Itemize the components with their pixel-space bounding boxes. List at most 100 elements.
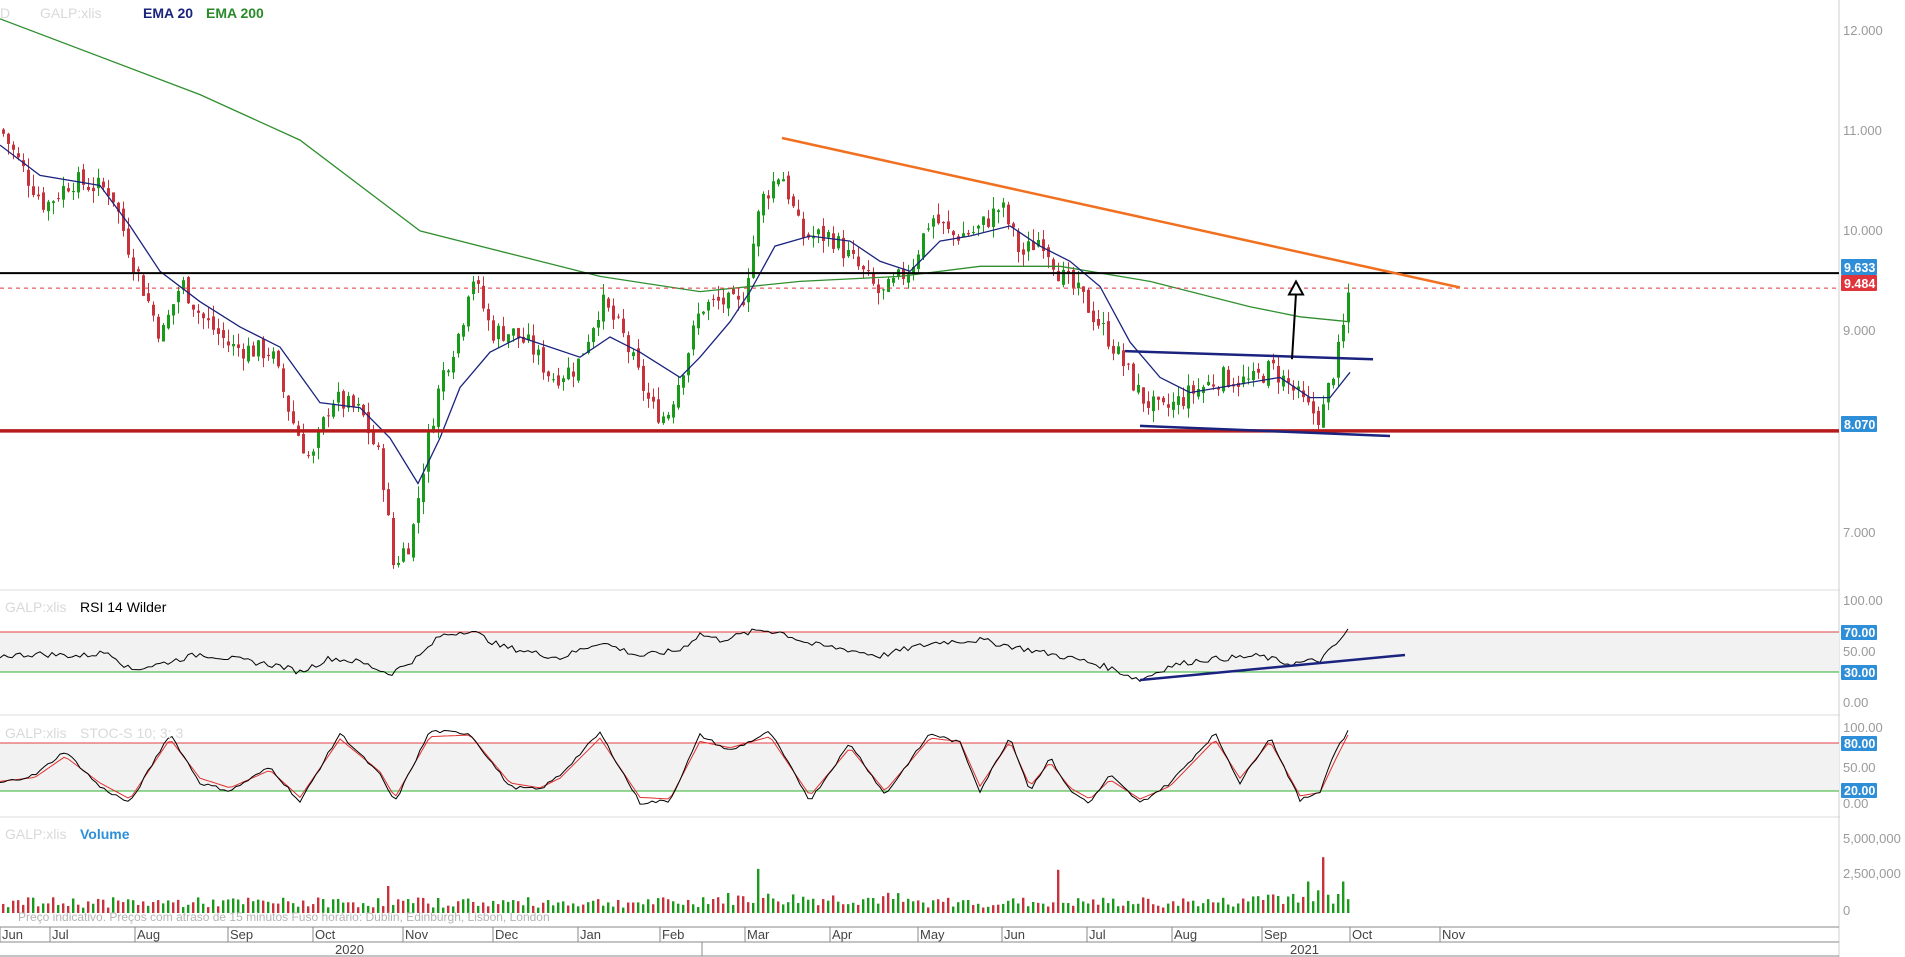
volume-bar — [792, 894, 795, 913]
volume-bar — [1017, 903, 1020, 913]
candle-body — [462, 325, 465, 337]
volume-bar — [1262, 900, 1265, 913]
legend-symbol-fragment: D — [0, 5, 10, 21]
candle-body — [832, 233, 835, 249]
candle-body — [1172, 401, 1175, 410]
volume-bar — [822, 899, 825, 913]
volume-bar — [207, 907, 210, 913]
candle-body — [347, 395, 350, 408]
month-tick-label: May — [920, 927, 945, 942]
candle-body — [912, 267, 915, 274]
volume-bar — [552, 905, 555, 913]
candle-body — [602, 294, 605, 322]
candle-body — [942, 221, 945, 224]
volume-bar — [97, 898, 100, 913]
volume-bar — [182, 907, 185, 913]
candle-body — [42, 192, 45, 210]
volume-bar — [737, 895, 740, 913]
candle-body — [1342, 324, 1345, 342]
volume-bar — [882, 896, 885, 913]
rsi-axis-tick: 0.00 — [1843, 695, 1868, 710]
candle-body — [202, 313, 205, 319]
volume-bar — [202, 903, 205, 913]
volume-bar — [762, 897, 765, 913]
volume-bar — [627, 902, 630, 913]
candle-body — [1037, 239, 1040, 247]
volume-bar — [387, 886, 390, 913]
volume-bar — [722, 903, 725, 913]
candle-body — [1147, 401, 1150, 408]
candle-body — [787, 175, 790, 200]
candle-body — [327, 415, 330, 417]
candle-body — [127, 228, 130, 255]
volume-bar — [1042, 903, 1045, 913]
candle-body — [7, 133, 10, 144]
candle-body — [1072, 270, 1075, 288]
candle-body — [952, 231, 955, 236]
candle-body — [867, 270, 870, 272]
candle-body — [17, 153, 20, 158]
volume-bar — [1182, 898, 1185, 913]
price-axis-tick: 7.000 — [1843, 525, 1876, 540]
volume-bar — [422, 897, 425, 913]
volume-bar — [597, 899, 600, 913]
candle-body — [427, 430, 430, 472]
month-tick-label: Aug — [1174, 927, 1197, 942]
volume-bar — [212, 899, 215, 913]
volume-bar — [1117, 906, 1120, 913]
volume-bar — [1237, 903, 1240, 913]
candle-body — [802, 218, 805, 238]
volume-panel: GALP:xlis Volume 5,000,000 2,500,000 0 P… — [2, 826, 1901, 924]
stoch-axis-tick: 50.00 — [1843, 760, 1876, 775]
candle-body — [1197, 389, 1200, 397]
volume-bar — [692, 904, 695, 913]
candle-body — [1142, 387, 1145, 404]
volume-bar — [697, 907, 700, 913]
candle-body — [702, 311, 705, 314]
candle-body — [577, 358, 580, 381]
candle-body — [37, 194, 40, 197]
candle-body — [222, 330, 225, 339]
volume-bar — [1167, 903, 1170, 913]
candle-body — [1337, 341, 1340, 378]
volume-bar — [362, 903, 365, 913]
volume-bar — [1207, 899, 1210, 913]
time-axis: Jun Jul Aug Sep Oct Nov Dec Jan Feb Mar Apr May Jun J… — [0, 926, 1839, 957]
candle-body — [607, 298, 610, 308]
volume-bar — [287, 901, 290, 913]
volume-bar — [842, 904, 845, 913]
support-level-label: 8.070 — [1844, 418, 1875, 432]
candle-body — [997, 210, 1000, 213]
volume-bar — [497, 904, 500, 913]
volume-bar — [1212, 902, 1215, 913]
volume-bar — [142, 901, 145, 913]
candle-body — [477, 280, 480, 284]
volume-bar — [532, 905, 535, 913]
candle-body — [307, 455, 310, 457]
candle-body — [217, 328, 220, 335]
candle-body — [387, 489, 390, 516]
legend-ema200: EMA 200 — [206, 5, 264, 21]
volume-bar — [1317, 890, 1320, 913]
candle-body — [167, 314, 170, 329]
stoch-legend: GALP:xlis — [5, 725, 66, 741]
rsi-30-badge: 30.00 — [1841, 665, 1877, 680]
candle-body — [1327, 382, 1330, 403]
volume-bar — [1142, 897, 1145, 913]
candle-body — [1132, 363, 1135, 391]
candle-body — [1217, 387, 1220, 390]
candle-body — [1152, 396, 1155, 412]
volume-bar — [1292, 893, 1295, 913]
candle-body — [1267, 361, 1270, 386]
volume-bar — [662, 897, 665, 913]
candle-body — [1042, 239, 1045, 252]
legend-symbol: GALP:xlis — [40, 5, 101, 21]
candle-body — [517, 328, 520, 339]
volume-bar — [442, 907, 445, 913]
candle-body — [982, 216, 985, 225]
candle-body — [172, 304, 175, 316]
volume-bar — [1097, 904, 1100, 913]
candle-body — [1257, 368, 1260, 373]
candle-body — [27, 169, 30, 186]
volume-bar — [1087, 903, 1090, 913]
